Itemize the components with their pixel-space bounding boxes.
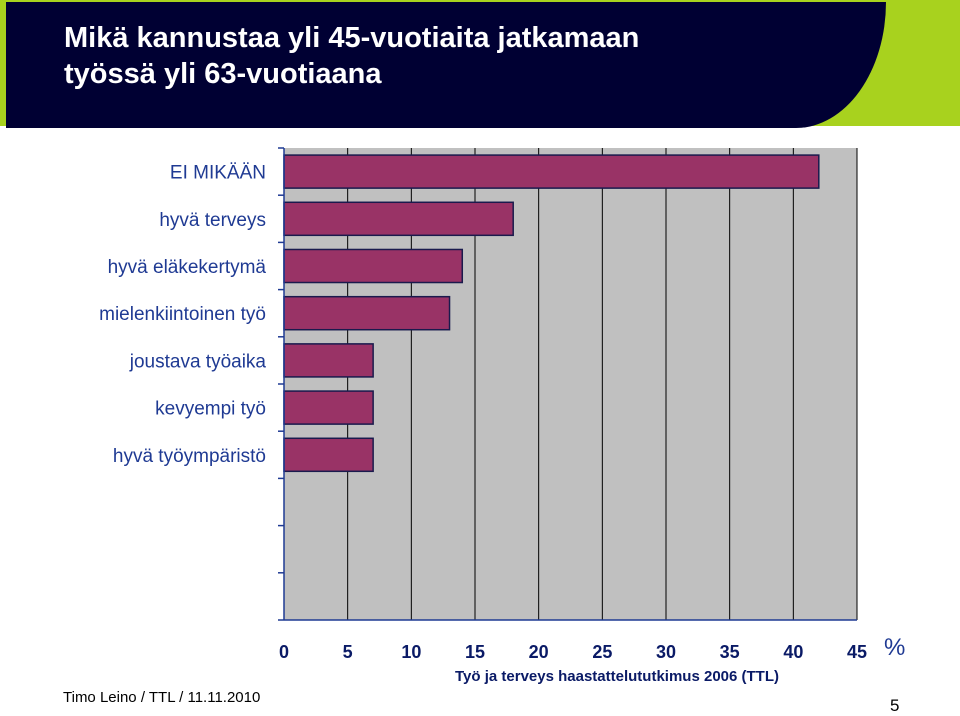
bar (283, 295, 451, 331)
category-label: joustava työaika (129, 351, 267, 372)
x-tick-label: 30 (656, 642, 676, 662)
x-tick-label: 20 (529, 642, 549, 662)
x-tick-label: 0 (279, 642, 289, 662)
category-label: mielenkiintoinen työ (99, 304, 266, 325)
title-line-2: työssä yli 63-vuotiaana (64, 58, 382, 90)
x-tick-label: 5 (343, 642, 353, 662)
category-label: EI MIKÄÄN (170, 163, 266, 184)
x-unit-label: % (884, 634, 905, 661)
x-tick-label: 45 (847, 642, 867, 662)
bar (283, 201, 514, 237)
bar (283, 390, 374, 425)
bar (283, 437, 374, 473)
page-title: Mikä kannustaa yli 45-vuotiaita jatkamaa… (64, 20, 864, 92)
title-line-1: Mikä kannustaa yli 45-vuotiaita jatkamaa… (64, 22, 640, 54)
category-label: hyvä työympäristö (113, 446, 266, 467)
source-note: Työ ja terveys haastattelututkimus 2006 … (455, 668, 779, 685)
author-footer: Timo Leino / TTL / 11.11.2010 (63, 689, 261, 706)
category-label: hyvä terveys (159, 210, 266, 231)
bar (283, 154, 820, 189)
category-label: kevyempi työ (155, 399, 266, 420)
x-tick-label: 35 (720, 642, 740, 662)
x-tick-label: 15 (465, 642, 485, 662)
x-tick-label: 25 (592, 642, 612, 662)
bar (283, 248, 464, 284)
header-banner (6, 2, 886, 128)
x-tick-label: 10 (401, 642, 421, 662)
page-number: 5 (890, 696, 900, 715)
category-label: hyvä eläkekertymä (108, 257, 267, 278)
bar (283, 343, 374, 378)
x-tick-label: 40 (783, 642, 803, 662)
